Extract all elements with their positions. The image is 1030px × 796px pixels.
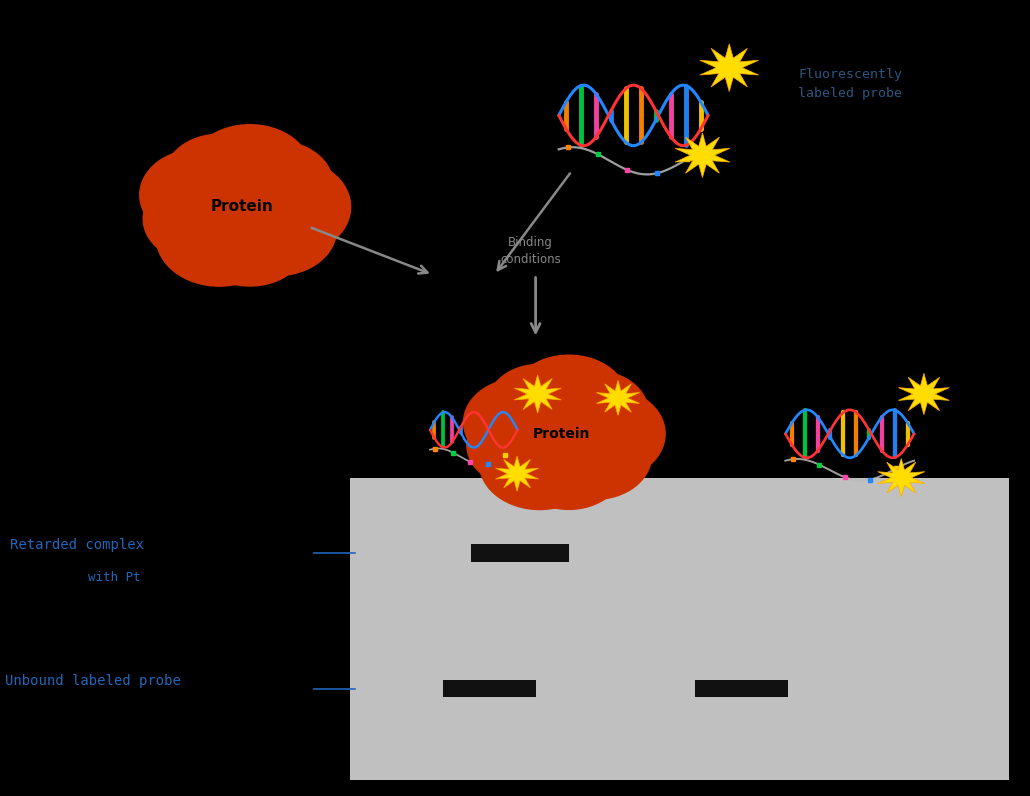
Text: Protein: Protein: [533, 427, 590, 441]
Polygon shape: [596, 380, 640, 416]
Circle shape: [217, 184, 337, 275]
Circle shape: [487, 365, 592, 445]
Text: Protein: Protein: [211, 200, 273, 214]
Text: Unbound labeled probe: Unbound labeled probe: [5, 673, 181, 688]
FancyBboxPatch shape: [695, 680, 788, 697]
Circle shape: [140, 149, 259, 241]
Circle shape: [514, 424, 624, 509]
Circle shape: [225, 158, 350, 256]
Polygon shape: [699, 44, 759, 92]
Text: with Pt: with Pt: [88, 571, 140, 583]
Polygon shape: [675, 133, 730, 178]
Text: Fluorescently
labeled probe: Fluorescently labeled probe: [798, 68, 902, 100]
Polygon shape: [878, 458, 925, 497]
Circle shape: [510, 355, 628, 447]
Polygon shape: [514, 375, 561, 413]
FancyBboxPatch shape: [472, 544, 569, 562]
Circle shape: [143, 176, 255, 263]
Circle shape: [464, 378, 578, 466]
Circle shape: [157, 189, 282, 286]
Circle shape: [188, 125, 312, 220]
Circle shape: [172, 153, 312, 261]
FancyBboxPatch shape: [350, 478, 1009, 780]
Circle shape: [220, 141, 333, 228]
Circle shape: [545, 388, 665, 480]
Circle shape: [165, 135, 274, 219]
Polygon shape: [898, 373, 950, 415]
Circle shape: [494, 382, 628, 486]
Text: Retarded complex: Retarded complex: [10, 538, 144, 552]
Circle shape: [193, 197, 307, 286]
Circle shape: [467, 404, 574, 486]
Circle shape: [479, 416, 599, 509]
FancyBboxPatch shape: [443, 680, 536, 697]
Polygon shape: [495, 456, 539, 491]
Circle shape: [538, 412, 652, 499]
Circle shape: [541, 371, 648, 454]
Text: Binding
conditions: Binding conditions: [501, 236, 560, 266]
